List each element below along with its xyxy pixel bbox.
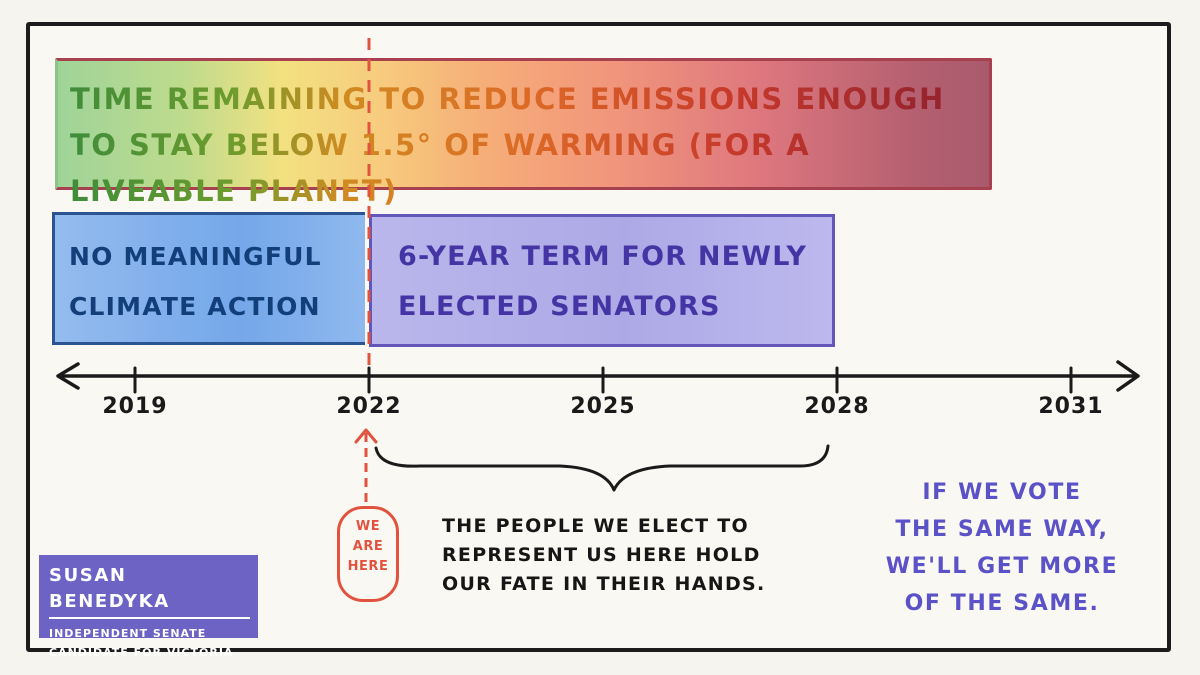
senator-term-label: 6-year term for newly elected senators [372, 232, 832, 332]
axis-tick-label-2028: 2028 [804, 394, 870, 419]
vote-annotation: If we vote the same way, we'll get more … [862, 474, 1142, 622]
vote-note-line4: of the same. [904, 591, 1100, 616]
marker-line2: ARE [352, 539, 384, 554]
senator-term-band [369, 214, 835, 347]
axis-tick-label-2019: 2019 [102, 394, 168, 419]
marker-pointer-arrowhead [354, 428, 378, 444]
candidate-subtitle: Independent Senate candidate for Victori… [49, 624, 250, 662]
curly-brace [374, 444, 830, 492]
candidate-name: Susan Benedyka [49, 565, 170, 612]
marker-line1: WE [355, 519, 381, 534]
vote-note-line3: we'll get more [885, 554, 1119, 579]
badge-divider [49, 617, 250, 619]
candidate-subtitle-line1: Independent Senate [49, 627, 207, 640]
axis-right-arrowhead [1116, 360, 1140, 392]
axis-tick-label-2025: 2025 [570, 394, 636, 419]
no-climate-action-line1: No meaningful [69, 242, 322, 271]
senator-term-line2: elected senators [398, 291, 721, 322]
vote-note-line1: If we vote [922, 480, 1082, 505]
we-are-here-marker: WE ARE HERE [337, 506, 399, 602]
no-climate-action-band [52, 212, 365, 345]
emissions-deadline-label: Time remaining to reduce emissions enoug… [70, 76, 985, 214]
emissions-deadline-band [55, 58, 992, 190]
candidate-badge: Susan Benedyka Independent Senate candid… [39, 555, 258, 659]
senator-term-line1: 6-year term for newly [398, 241, 808, 272]
axis-tick-marks [133, 366, 1073, 394]
no-climate-action-label: No meaningful climate action [55, 232, 360, 332]
axis-tick-label-2031: 2031 [1038, 394, 1104, 419]
axis-tick-label-2022: 2022 [336, 394, 402, 419]
no-climate-action-line2: climate action [69, 292, 321, 321]
brace-annotation: The people we elect to represent us here… [442, 515, 766, 595]
marker-line3: HERE [347, 559, 389, 574]
vote-note-line2: the same way, [895, 517, 1109, 542]
candidate-subtitle-line2: candidate for Victoria [49, 646, 234, 659]
axis-left-arrowhead [56, 362, 80, 390]
